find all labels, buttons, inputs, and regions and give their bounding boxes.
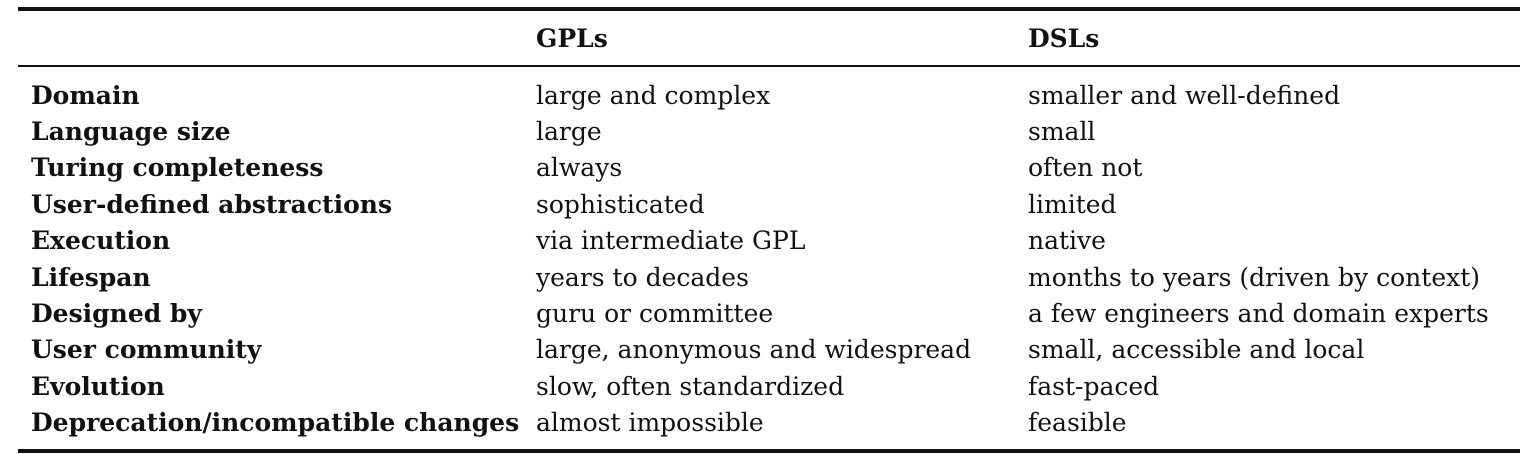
dsl-cell: native bbox=[1028, 226, 1106, 256]
table-row: Evolution slow, often standardized fast-… bbox=[18, 368, 1520, 404]
dsl-cell: often not bbox=[1028, 153, 1143, 183]
table-row: User community large, anonymous and wide… bbox=[18, 332, 1520, 368]
gpl-dsl-table: GPLs DSLs bbox=[18, 11, 1520, 65]
gpl-cell: guru or committee bbox=[536, 299, 774, 329]
table-row: Turing completeness always often not bbox=[18, 150, 1520, 186]
comparison-table: GPLs DSLs Domain large and complex small… bbox=[18, 7, 1520, 453]
table-row: Execution via intermediate GPL native bbox=[18, 223, 1520, 259]
row-label: Designed by bbox=[31, 299, 202, 329]
dsl-cell: feasible bbox=[1028, 408, 1127, 438]
gpl-cell: slow, often standardized bbox=[536, 371, 845, 401]
gpl-cell: via intermediate GPL bbox=[536, 226, 806, 256]
row-label: Lifespan bbox=[31, 262, 151, 292]
gpl-cell: years to decades bbox=[536, 262, 749, 292]
row-label: Turing completeness bbox=[31, 153, 324, 183]
dsl-cell: fast-paced bbox=[1028, 371, 1160, 401]
gpl-cell: large and complex bbox=[536, 80, 771, 110]
row-label: Deprecation/incompatible changes bbox=[31, 408, 520, 438]
header-empty bbox=[18, 11, 536, 65]
dsl-cell: limited bbox=[1028, 189, 1117, 219]
header-row: GPLs DSLs bbox=[18, 11, 1520, 65]
table-row: User-defined abstractions sophisticated … bbox=[18, 186, 1520, 222]
gpl-dsl-table-body: Domain large and complex smaller and wel… bbox=[18, 67, 1520, 449]
table-row: Domain large and complex smaller and wel… bbox=[18, 67, 1520, 113]
row-label: Execution bbox=[31, 226, 171, 256]
gpl-cell: almost impossible bbox=[536, 408, 764, 438]
header-rule bbox=[18, 65, 1520, 67]
dsl-cell: small bbox=[1028, 117, 1096, 147]
gpl-cell: always bbox=[536, 153, 623, 183]
gpl-cell: sophisticated bbox=[536, 189, 705, 219]
row-label: Evolution bbox=[31, 371, 165, 401]
dsl-cell: small, accessible and local bbox=[1028, 335, 1365, 365]
dsl-cell: smaller and well-defined bbox=[1028, 80, 1341, 110]
table-row: Deprecation/incompatible changes almost … bbox=[18, 405, 1520, 449]
row-label: User-defined abstractions bbox=[31, 189, 393, 219]
table-row: Language size large small bbox=[18, 113, 1520, 149]
row-label: Domain bbox=[31, 80, 140, 110]
gpl-cell: large, anonymous and widespread bbox=[536, 335, 972, 365]
header-dsls: DSLs bbox=[1028, 23, 1100, 53]
row-label: User community bbox=[31, 335, 262, 365]
bottom-rule bbox=[18, 448, 1520, 453]
dsl-cell: months to years (driven by context) bbox=[1028, 262, 1481, 292]
top-rule bbox=[18, 7, 1520, 11]
gpl-cell: large bbox=[536, 117, 602, 147]
header-gpls: GPLs bbox=[536, 23, 608, 53]
dsl-cell: a few engineers and domain experts bbox=[1028, 299, 1489, 329]
table-row: Designed by guru or committee a few engi… bbox=[18, 295, 1520, 331]
table-row: Lifespan years to decades months to year… bbox=[18, 259, 1520, 295]
row-label: Language size bbox=[31, 117, 231, 147]
